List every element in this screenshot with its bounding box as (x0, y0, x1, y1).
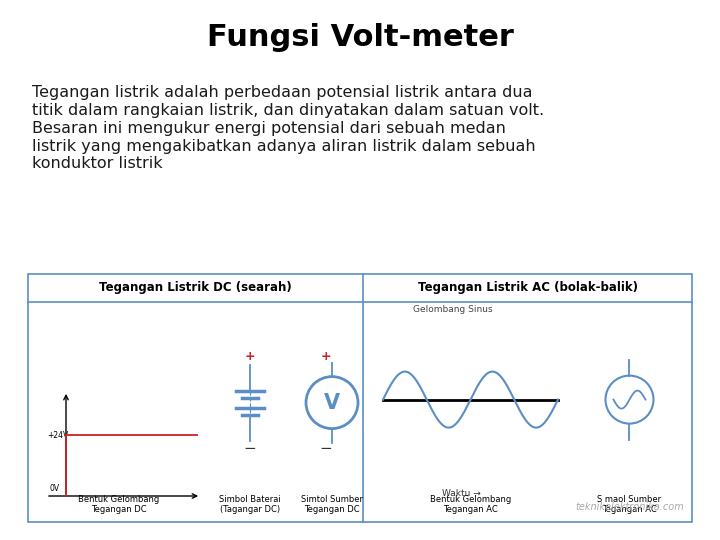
Text: V: V (324, 393, 340, 413)
Text: Tegangan Listrik AC (bolak-balik): Tegangan Listrik AC (bolak-balik) (418, 281, 637, 294)
Text: +24V: +24V (47, 430, 68, 440)
Text: Tegangan listrik adalah perbedaan potensial listrik antara dua: Tegangan listrik adalah perbedaan potens… (32, 84, 533, 99)
Text: +: + (320, 350, 331, 363)
Text: Fungsi Volt-meter: Fungsi Volt-meter (207, 24, 513, 52)
Text: Tegangan Listrik DC (searah): Tegangan Listrik DC (searah) (99, 281, 292, 294)
Text: teknikelektronika.com: teknikelektronika.com (575, 502, 684, 512)
Text: Bentuk Gelombang
Tegangan DC: Bentuk Gelombang Tegangan DC (78, 495, 159, 514)
Text: titik dalam rangkaian listrik, dan dinyatakan dalam satuan volt.: titik dalam rangkaian listrik, dan dinya… (32, 103, 544, 118)
Text: Waktu →: Waktu → (442, 489, 481, 498)
Text: +: + (245, 350, 256, 363)
Bar (28, 274, 692, 522)
Text: Gelombang Sinus: Gelombang Sinus (413, 306, 492, 314)
Text: 0V: 0V (49, 484, 59, 493)
Text: Bentuk Gelombang
Tegangan AC: Bentuk Gelombang Tegangan AC (430, 495, 511, 514)
Text: konduktor listrik: konduktor listrik (32, 157, 163, 172)
Text: Simtol Sumber
Tegangan DC: Simtol Sumber Tegangan DC (301, 495, 363, 514)
Text: listrik yang mengakibatkan adanya aliran listrik dalam sebuah: listrik yang mengakibatkan adanya aliran… (32, 138, 536, 153)
Text: S maol Sumber
Tegangan AC: S maol Sumber Tegangan AC (598, 495, 662, 514)
Text: Besaran ini mengukur energi potensial dari sebuah medan: Besaran ini mengukur energi potensial da… (32, 120, 506, 136)
Text: −: − (320, 441, 333, 456)
Text: Simbol Baterai
(Tagangar DC): Simbol Baterai (Tagangar DC) (219, 495, 281, 514)
Text: −: − (243, 441, 256, 456)
